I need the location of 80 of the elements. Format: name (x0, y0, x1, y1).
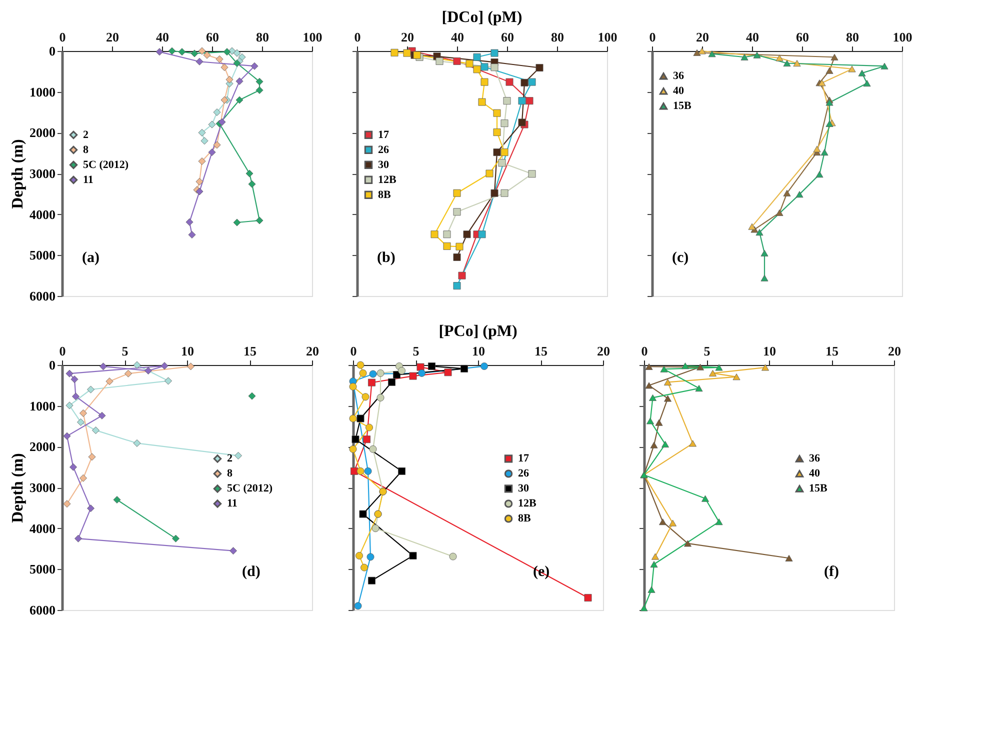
x-tick-label: 40 (746, 30, 759, 44)
y-tick-label: 3000 (30, 480, 56, 495)
x-tick-label: 40 (156, 30, 169, 44)
y-tick-label: 1000 (30, 84, 56, 100)
x-tick-label: 0 (59, 344, 66, 358)
y-axis-title: Depth (m) (10, 453, 26, 523)
legend-label: 8B (378, 188, 392, 201)
legend-label: 40 (673, 85, 684, 98)
legend-label: 12B (518, 498, 537, 510)
x-tick-label: 20 (306, 344, 319, 358)
x-tick-label: 0 (354, 30, 361, 44)
legend-label: 17 (518, 452, 530, 465)
x-tick-label: 10 (181, 344, 194, 358)
y-tick-label: 4000 (30, 206, 56, 222)
x-tick-label: 10 (472, 344, 485, 358)
x-tick-label: 20 (401, 30, 414, 44)
legend-label: 12B (378, 174, 397, 186)
x-tick-label: 60 (796, 30, 809, 44)
legend-label: 36 (809, 452, 820, 465)
annotation: (a) (82, 250, 100, 266)
x-tick-label: 80 (846, 30, 859, 44)
annotation: (c) (672, 250, 689, 266)
chart-title: [PCo] (pM) (438, 323, 518, 340)
chart-title: [DCo] (pM) (442, 9, 522, 26)
legend-label: 11 (227, 498, 238, 510)
legend-label: 17 (378, 128, 390, 141)
y-tick-label: 6000 (30, 602, 56, 618)
y-tick-label: 0 (49, 44, 56, 58)
y-axis-title: Depth (m) (10, 139, 26, 209)
legend-label: 8 (227, 468, 233, 480)
y-tick-label: 4000 (30, 520, 56, 536)
legend-label: 2 (227, 452, 233, 465)
y-tick-label: 3000 (30, 166, 56, 181)
x-tick-label: 40 (451, 30, 464, 44)
legend-label: 40 (809, 468, 820, 480)
x-tick-label: 15 (534, 344, 548, 358)
x-tick-label: 10 (763, 344, 776, 358)
y-tick-label: 2000 (30, 439, 56, 454)
legend-label: 15B (673, 100, 692, 112)
annotation: (b) (377, 250, 396, 266)
legend-label: 8 (83, 144, 89, 156)
annotation: (d) (242, 564, 260, 580)
legend-label: 30 (518, 482, 530, 495)
x-tick-label: 60 (206, 30, 219, 44)
x-tick-label: 20 (597, 344, 610, 358)
x-tick-label: 15 (826, 344, 839, 358)
y-tick-label: 1000 (30, 398, 56, 414)
x-tick-label: 5 (122, 344, 129, 358)
y-tick-label: 5000 (30, 562, 56, 577)
legend-label: 5C (2012) (83, 158, 129, 171)
x-tick-label: 100 (892, 30, 912, 44)
y-tick-label: 2000 (30, 125, 56, 140)
annotation: (f) (824, 564, 839, 580)
x-tick-label: 5 (412, 344, 420, 358)
y-tick-label: 6000 (30, 288, 56, 304)
legend-label: 30 (378, 158, 390, 171)
legend-label: 2 (83, 128, 89, 141)
y-tick-label: 5000 (30, 248, 56, 263)
x-tick-label: 80 (256, 30, 269, 44)
x-tick-label: 5 (704, 344, 711, 358)
x-tick-label: 0 (649, 30, 656, 44)
x-tick-label: 20 (106, 30, 119, 44)
x-tick-label: 0 (641, 344, 648, 358)
x-tick-label: 20 (888, 344, 901, 358)
x-tick-label: 100 (302, 30, 322, 44)
legend-label: 11 (83, 174, 94, 186)
legend-label: 36 (673, 70, 684, 82)
legend-label: 15B (809, 482, 828, 495)
x-tick-label: 0 (59, 30, 66, 44)
legend-label: 26 (378, 144, 390, 156)
x-tick-label: 60 (501, 30, 514, 44)
x-tick-label: 20 (696, 30, 709, 44)
legend-label: 5C (2012) (227, 482, 273, 495)
x-tick-label: 100 (598, 30, 618, 44)
x-tick-label: 15 (244, 344, 257, 358)
x-tick-label: 80 (551, 30, 564, 44)
legend-label: 26 (518, 468, 530, 480)
x-tick-label: 0 (350, 344, 357, 358)
legend-label: 8B (518, 512, 532, 525)
y-tick-label: 0 (49, 358, 56, 372)
